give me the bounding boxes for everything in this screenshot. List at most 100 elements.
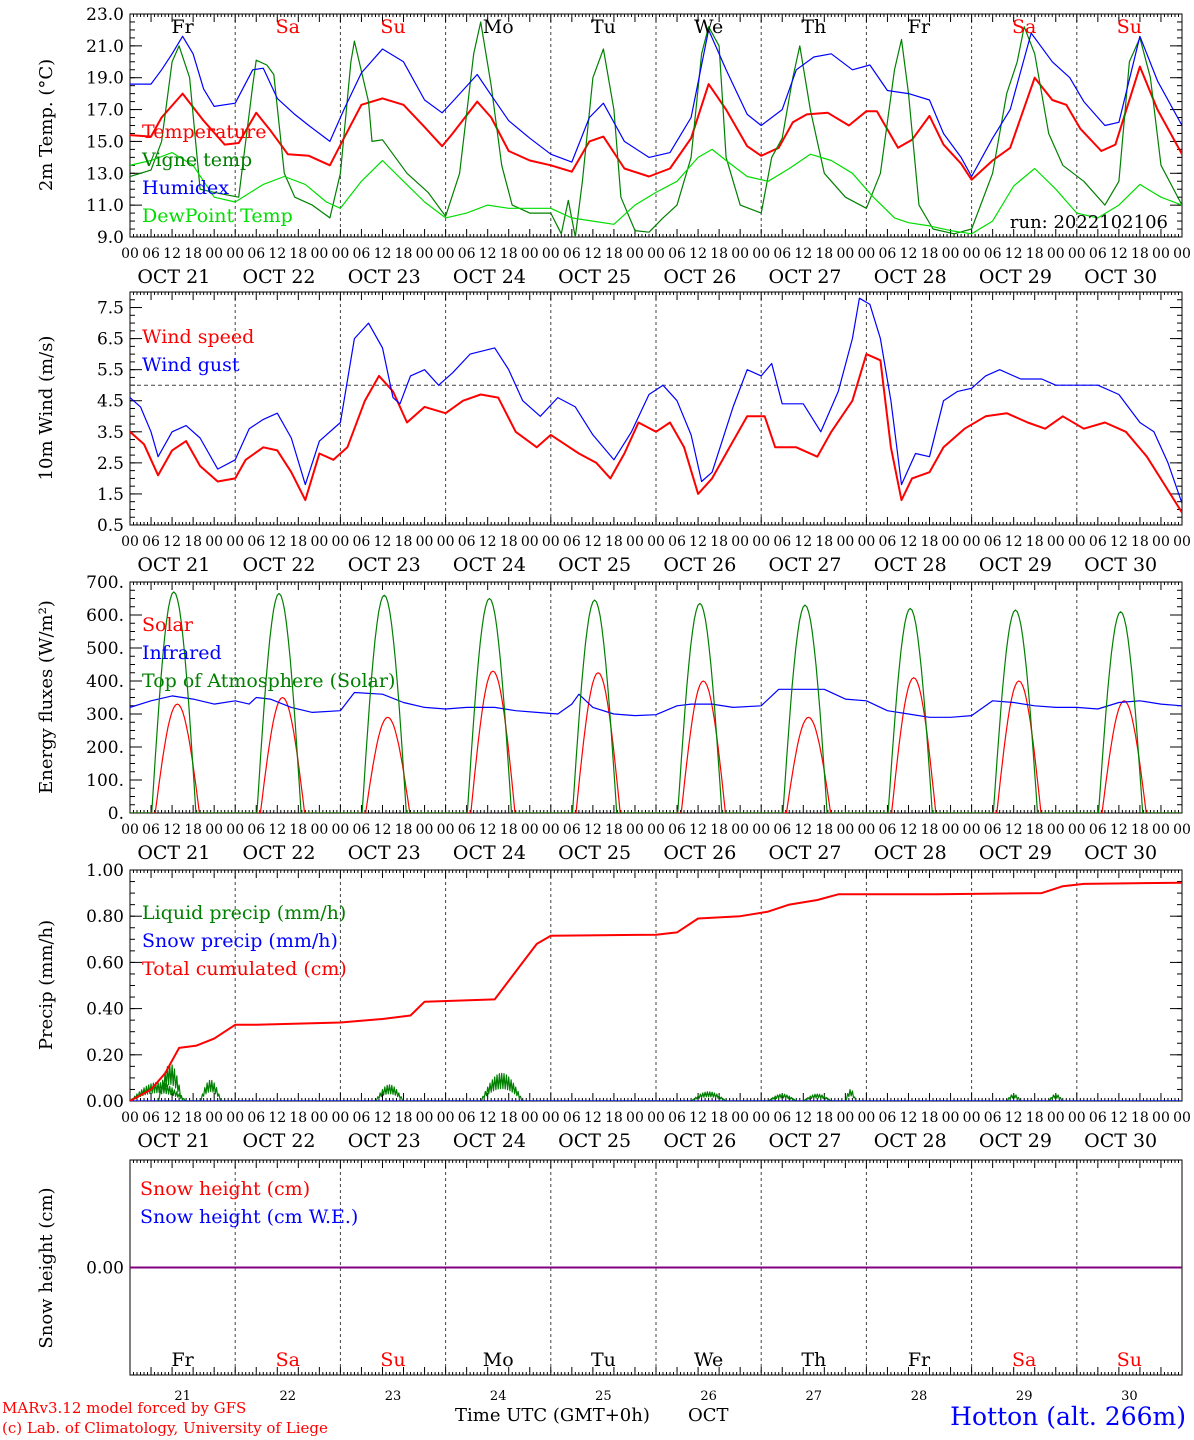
series-group [130,297,1182,514]
hour-tick-label: 12 [900,534,918,550]
hour-tick-label: 00 [647,246,665,262]
hour-tick-label: 12 [163,1110,181,1126]
hour-tick-label: 06 [353,534,371,550]
hour-tick-label: 18 [500,246,518,262]
hour-tick-label: 18 [605,1110,623,1126]
date-label: OCT 22 [243,1130,316,1152]
hour-tick-label: 00 [1068,1110,1086,1126]
hour-tick-label: 00 [1173,822,1191,838]
hour-tick-label: 00 [857,1110,875,1126]
hour-tick-label: 18 [710,1110,728,1126]
hour-tick-label: 12 [479,822,497,838]
series-line-temperature [130,65,1182,181]
legend-entry: Vigne temp [141,149,252,171]
hour-tick-label: 06 [458,246,476,262]
y-tick-label: 4.5 [97,392,124,412]
hour-tick-label: 00 [331,534,349,550]
y-tick-label: 600. [86,606,124,626]
hour-tick-label: 06 [1089,822,1107,838]
y-tick-label: 1.00 [86,861,124,881]
y-tick-label: 5.5 [97,361,124,381]
hour-tick-label: 06 [458,534,476,550]
hour-tick-label: 06 [773,1110,791,1126]
hour-tick-label: 18 [815,534,833,550]
hour-tick-label: 00 [752,246,770,262]
y-tick-label: 100. [86,771,124,791]
hour-tick-label: 06 [563,246,581,262]
hour-tick-label: 06 [879,822,897,838]
series-line-top-of-atmosphere-solar- [130,591,1182,813]
legend-entry: Snow height (cm) [140,1178,310,1200]
hour-tick-label: 00 [226,534,244,550]
hour-tick-label: 12 [900,246,918,262]
hour-tick-label: 12 [1005,1110,1023,1126]
date-label: OCT 24 [453,842,526,864]
hour-tick-label: 06 [1089,246,1107,262]
hour-tick-label: 06 [668,246,686,262]
hour-tick-label: 18 [815,822,833,838]
date-label: OCT 27 [769,842,842,864]
y-tick-label: 400. [86,672,124,692]
hour-tick-label: 00 [437,822,455,838]
hour-tick-label: 12 [689,246,707,262]
hour-tick-label: 00 [731,246,749,262]
hour-tick-label: 12 [794,246,812,262]
day-number-label: 25 [595,1389,612,1404]
day-abbr-label: Mo [483,1349,514,1371]
legend-entry: DewPoint Temp [142,205,293,227]
hour-tick-label: 12 [1110,246,1128,262]
hour-tick-label: 18 [395,246,413,262]
hour-tick-label: 00 [836,534,854,550]
hour-tick-label: 06 [142,534,160,550]
date-label: OCT 29 [979,1130,1052,1152]
date-label: OCT 23 [348,842,421,864]
hour-tick-label: 00 [1068,246,1086,262]
hour-tick-label: 00 [1068,822,1086,838]
hour-tick-label: 18 [184,246,202,262]
day-abbr-label: Th [801,16,826,38]
hour-tick-label: 18 [184,822,202,838]
legend-entry: Humidex [142,177,229,199]
hour-tick-label: 00 [731,822,749,838]
hour-tick-label: 00 [731,534,749,550]
day-number-label: 24 [490,1389,507,1404]
date-label: OCT 29 [979,842,1052,864]
hour-tick-label: 00 [226,246,244,262]
panel-5: 0.00 Snow height (cm) Snow height (cm) Snow… [36,1159,1183,1404]
model-credit: MARv3.12 model forced by GFS [2,1399,247,1417]
hour-tick-label: 00 [331,1110,349,1126]
hour-tick-label: 12 [689,534,707,550]
y-tick-label: 11.0 [86,196,124,216]
hour-tick-label: 12 [1110,534,1128,550]
series-line-dewpoint-temp [130,148,1182,235]
hour-tick-label: 12 [584,534,602,550]
series-line-wind-speed [130,353,1182,514]
series-group [130,21,1182,237]
run-label: run: 2022102106 [1010,212,1168,233]
hour-tick-label: 18 [1131,822,1149,838]
hour-tick-label: 06 [879,1110,897,1126]
y-tick-label: 7.5 [97,299,124,319]
hour-tick-label: 00 [836,822,854,838]
hour-tick-label: 18 [184,534,202,550]
hour-tick-label: 00 [857,822,875,838]
date-label: OCT 28 [874,842,947,864]
hour-tick-label: 00 [647,534,665,550]
y-tick-label: 500. [86,639,124,659]
hour-tick-label: 00 [121,534,139,550]
hour-tick-label: 00 [836,1110,854,1126]
legend-entry: Liquid precip (mm/h) [142,902,346,924]
date-label: OCT 30 [1084,266,1157,288]
hour-tick-label: 00 [121,246,139,262]
hour-tick-label: 00 [1068,534,1086,550]
date-label: OCT 30 [1084,1130,1157,1152]
y-tick-label: 15.0 [86,132,124,152]
date-label: OCT 26 [663,842,736,864]
hour-tick-label: 12 [584,822,602,838]
y-tick-label: 2.5 [97,454,124,474]
series-line-humidex [130,29,1182,178]
x-axis-label: Time UTC (GMT+0h) [455,1405,650,1426]
hour-tick-label: 18 [710,822,728,838]
hour-tick-label: 00 [521,534,539,550]
